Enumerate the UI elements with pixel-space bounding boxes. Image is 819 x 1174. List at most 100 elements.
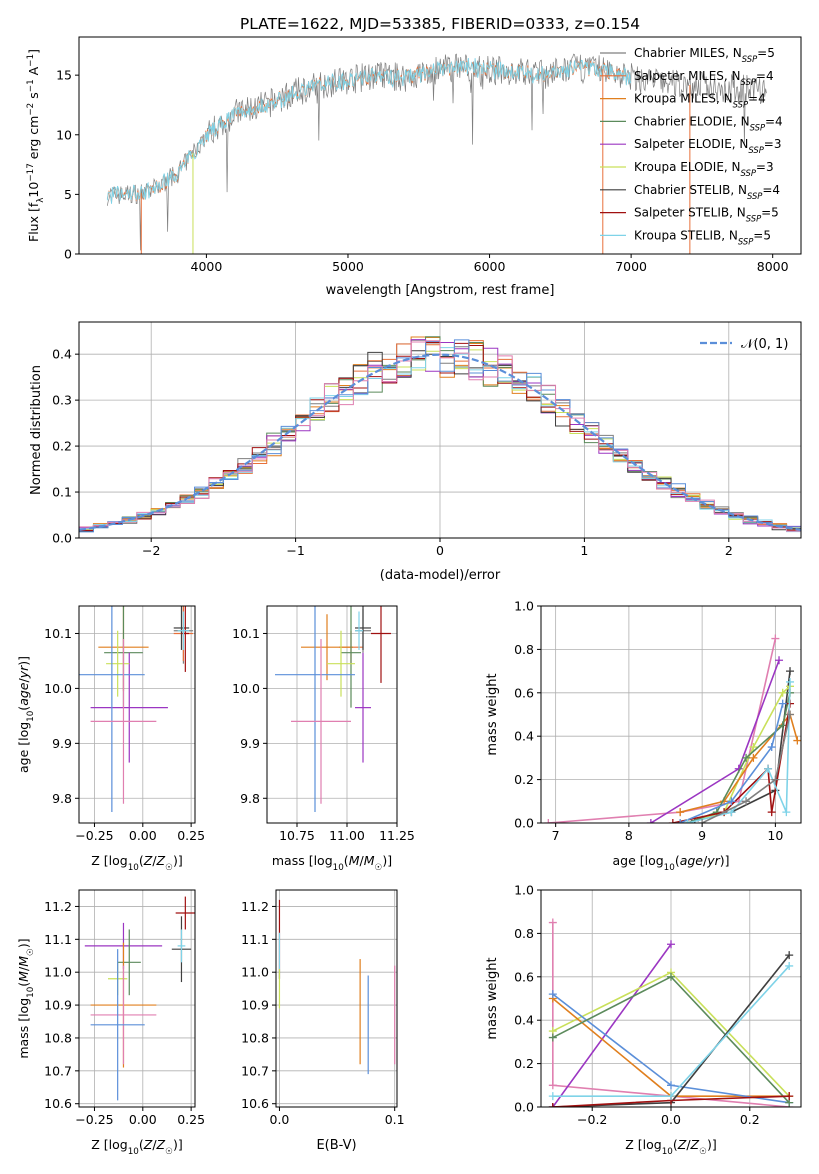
plot-area-histogram	[79, 336, 801, 538]
y-tick-label: 0.2	[514, 1056, 534, 1071]
x-tick-label: 8000	[757, 259, 789, 274]
plot-area-spectrum	[106, 53, 767, 254]
weight-series-1-marker	[646, 819, 655, 823]
weight-series-5-marker	[548, 1033, 557, 1042]
x-tick-label: 1	[580, 543, 588, 558]
weight-series-5-marker	[778, 721, 787, 730]
y-axis-label: Flux [fλ10−17 erg cm−2 s−1 A−1]	[26, 49, 46, 242]
x-tick-label: 0.00	[129, 828, 157, 843]
y-tick-label: 9.9	[52, 736, 72, 751]
weight-series-0-marker	[544, 819, 553, 823]
y-tick-label: 11.0	[44, 965, 72, 980]
y-tick-label: 15	[56, 68, 72, 83]
normal-distribution-curve	[79, 353, 801, 532]
x-tick-label: 0.25	[177, 1112, 205, 1127]
x-tick-label: 0.25	[177, 828, 205, 843]
weight-series-1-marker	[667, 940, 675, 949]
weight-series-6-marker	[785, 951, 794, 960]
x-tick-label: 0	[436, 543, 444, 558]
y-tick-label: 0.0	[514, 816, 534, 831]
x-axis-label: E(B-V)	[316, 1138, 356, 1153]
y-tick-label: 1.0	[514, 883, 534, 898]
weight-series-9-marker	[786, 710, 795, 719]
weight-series-0-marker	[548, 918, 557, 927]
weight-series-8-marker	[667, 1092, 675, 1101]
chart-title: PLATE=1622, MJD=53385, FIBERID=0333, z=0…	[240, 15, 640, 33]
weight-series-9-marker	[698, 819, 707, 823]
y-tick-label: 11.0	[241, 965, 269, 980]
x-tick-label: −0.2	[577, 1112, 607, 1127]
spectrum-model-line	[106, 57, 632, 204]
x-tick-label: 6000	[474, 259, 506, 274]
y-tick-label: 10.6	[241, 1096, 269, 1111]
legend-label: Kroupa STELIB, NSSP=5	[634, 228, 771, 246]
y-tick-label: 0.0	[52, 531, 72, 546]
x-tick-label: −1	[286, 543, 304, 558]
y-tick-label: 1.0	[514, 599, 534, 614]
axes-frame-mass_vs_Z	[78, 889, 196, 1108]
x-tick-label: 11.00	[329, 828, 365, 843]
y-tick-label: 10.6	[44, 1096, 72, 1111]
weight-series-7-marker	[767, 743, 776, 752]
y-tick-label: 0.8	[514, 926, 534, 941]
weight-series-7-marker	[676, 819, 685, 823]
y-tick-label: 11.2	[44, 899, 72, 914]
x-tick-label: 0.2	[740, 1112, 760, 1127]
y-axis-label: age [log10(age/yr)]	[16, 656, 36, 773]
weight-series-7-marker	[785, 1092, 794, 1101]
x-axis-label: (data-model)/error	[380, 568, 501, 583]
legend-label: Chabrier STELIB, NSSP=4	[634, 183, 780, 201]
weight-series-7-marker	[548, 1103, 557, 1107]
plot-area-age_vs_mass	[275, 606, 391, 813]
y-tick-label: 0.0	[514, 1100, 534, 1115]
y-tick-label: 0.6	[514, 969, 534, 984]
x-tick-label: −2	[142, 543, 160, 558]
y-tick-label: 10.9	[241, 998, 269, 1013]
legend-label: Kroupa MILES, NSSP=4	[634, 92, 766, 110]
legend-label: Kroupa ELODIE, NSSP=3	[634, 160, 774, 178]
x-axis-label: Z [log10(Z/Z☉)]	[91, 1137, 183, 1157]
x-tick-label: 2	[725, 543, 733, 558]
axes-frame-spectrum	[78, 36, 802, 255]
y-tick-label: 10.8	[44, 1030, 72, 1045]
x-axis-label: Z [log10(Z/Z☉)]	[91, 853, 183, 873]
y-tick-label: 0	[64, 247, 72, 262]
axes-frame-age_vs_Z	[78, 605, 196, 824]
y-tick-label: 5	[64, 187, 72, 202]
weight-series-6-marker	[767, 808, 776, 817]
weight-series-7-marker	[778, 699, 787, 708]
x-axis-label: age [log10(age/yr)]	[612, 853, 729, 873]
weight-series-3-marker	[749, 743, 758, 752]
y-tick-label: 0.4	[52, 347, 72, 362]
y-tick-label: 9.8	[52, 791, 72, 806]
x-tick-label: 11.25	[379, 828, 415, 843]
legend-label: Salpeter MILES, NSSP=4	[634, 69, 774, 87]
x-axis-label: mass [log10(M/M☉)]	[272, 853, 392, 873]
weight-series-7-marker	[727, 797, 736, 806]
axes-frame-age_vs_mass	[266, 605, 398, 824]
y-tick-label: 0.2	[514, 772, 534, 787]
y-tick-label: 9.9	[240, 736, 260, 751]
x-tick-label: 5000	[332, 259, 364, 274]
x-tick-label: 0.0	[270, 1112, 290, 1127]
y-axis-label: mass weight	[485, 673, 500, 755]
plot-area-massweight_vs_Z	[548, 918, 794, 1107]
legend-label: 𝒩(0, 1)	[741, 337, 788, 352]
y-tick-label: 10.1	[44, 626, 72, 641]
y-tick-label: 11.1	[241, 932, 269, 947]
x-tick-label: 10	[767, 828, 783, 843]
legend-label: Chabrier MILES, NSSP=5	[634, 46, 775, 64]
y-tick-label: 10.1	[232, 626, 260, 641]
weight-series-8-marker	[727, 808, 736, 817]
y-tick-label: 10.8	[241, 1030, 269, 1045]
plot-area-mass_vs_Z	[84, 896, 195, 1101]
x-tick-label: 4000	[191, 259, 223, 274]
y-axis-label: mass weight	[485, 957, 500, 1039]
weight-series-3-marker	[778, 688, 787, 697]
x-tick-label: 0.1	[385, 1112, 405, 1127]
weight-series-9-marker	[742, 797, 751, 806]
y-tick-label: 10.0	[44, 681, 72, 696]
y-tick-label: 11.2	[241, 899, 269, 914]
y-tick-label: 0.2	[52, 439, 72, 454]
weight-series-0-marker	[771, 634, 780, 643]
